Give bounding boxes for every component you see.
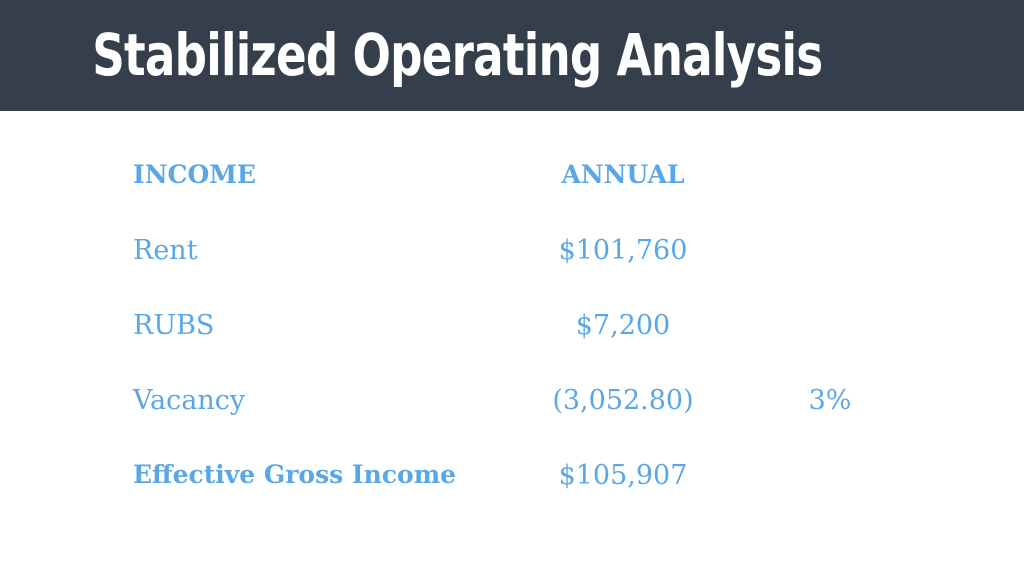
row-value-vacancy: (3,052.80) — [552, 385, 694, 416]
table-total-row: Effective Gross Income $105,907 — [0, 460, 1024, 500]
title-bar: Stabilized Operating Analysis — [0, 0, 1024, 111]
row-value-rubs: $7,200 — [575, 310, 671, 341]
table-row: Vacancy (3,052.80) 3% — [0, 385, 1024, 425]
row-label-rubs: RUBS — [133, 310, 215, 341]
row-value-effective-gross-income: $105,907 — [558, 460, 688, 491]
income-column-header: INCOME — [133, 160, 256, 189]
annual-column-header: ANNUAL — [561, 160, 685, 189]
row-label-effective-gross-income: Effective Gross Income — [133, 460, 457, 489]
row-value-rent: $101,760 — [558, 235, 688, 266]
row-percent-vacancy: 3% — [808, 385, 852, 416]
table-row: Rent $101,760 — [0, 235, 1024, 275]
row-label-rent: Rent — [133, 235, 198, 266]
table-row: RUBS $7,200 — [0, 310, 1024, 350]
slide-title: Stabilized Operating Analysis — [92, 21, 823, 89]
row-label-vacancy: Vacancy — [133, 385, 246, 416]
table-header-row: INCOME ANNUAL — [0, 160, 1024, 200]
